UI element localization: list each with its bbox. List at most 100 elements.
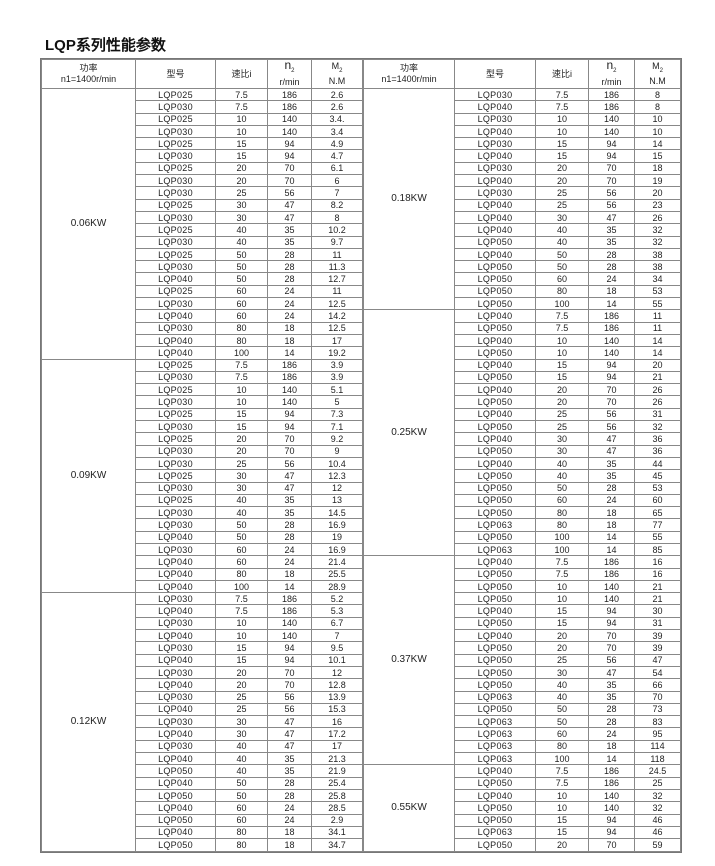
model-cell: LQP030 — [135, 124, 216, 139]
model-cell: LQP030 — [454, 112, 536, 126]
table-row: LQP040 20 70 39 — [364, 629, 681, 643]
n2-sub: 2 — [613, 67, 617, 74]
m2-cell: 24.5 — [634, 764, 681, 778]
m2-cell: 11 — [634, 321, 681, 335]
model-cell: LQP040 — [135, 530, 216, 544]
table-row: LQP030 30 47 8 — [42, 210, 363, 225]
m2-cell: 16 — [634, 567, 681, 581]
ratio-cell: 40 — [535, 690, 589, 704]
table-row: LQP050 80 18 65 — [364, 506, 681, 520]
table-row: LQP025 30 47 12.3 — [42, 469, 363, 483]
model-cell: LQP050 — [454, 579, 536, 594]
ratio-cell: 25 — [535, 653, 589, 667]
model-cell: LQP040 — [135, 567, 216, 581]
n2-cell: 47 — [267, 481, 312, 495]
performance-table: 功率 n1=1400r/min 型号 速比i n2 r/min M2 N.M 0.06… — [40, 58, 682, 853]
table-row: LQP025 40 35 10.2 — [42, 223, 363, 237]
header-m2: M2 N.M — [311, 59, 363, 89]
table-row: LQP050 10 140 21 — [364, 592, 681, 606]
ratio-cell: 10 — [535, 124, 589, 139]
n2-cell: 186 — [267, 358, 312, 372]
model-cell: LQP063 — [454, 739, 536, 754]
ratio-cell: 7.5 — [535, 764, 589, 778]
table-row: LQP050 40 35 21.9 — [42, 764, 363, 778]
model-cell: LQP030 — [135, 100, 216, 114]
table-row: LQP040 10 140 14 — [364, 333, 681, 348]
ratio-cell: 50 — [215, 260, 268, 274]
m2-cell: 8 — [634, 100, 681, 114]
table-row: LQP050 15 94 46 — [364, 813, 681, 827]
m2-cell: 8.2 — [311, 198, 363, 212]
m2-cell: 70 — [634, 690, 681, 704]
table-row: LQP040 10 140 7 — [42, 629, 363, 643]
n2-cell: 186 — [267, 100, 312, 114]
n2-cell: 186 — [588, 87, 635, 102]
ratio-cell: 30 — [215, 469, 268, 483]
model-cell: LQP050 — [454, 678, 536, 692]
model-cell: LQP040 — [135, 272, 216, 286]
table-row: LQP040 60 24 28.5 — [42, 801, 363, 815]
table-row: LQP050 10 140 32 — [364, 801, 681, 815]
ratio-cell: 100 — [215, 579, 268, 594]
model-cell: LQP040 — [454, 149, 536, 163]
model-cell: LQP040 — [454, 788, 536, 803]
ratio-cell: 20 — [535, 161, 589, 176]
ratio-cell: 20 — [215, 432, 268, 446]
ratio-cell: 80 — [215, 321, 268, 335]
model-cell: LQP050 — [454, 776, 536, 790]
n2-cell: 14 — [588, 530, 635, 544]
m2-cell: 55 — [634, 297, 681, 311]
table-row: LQP025 50 28 11 — [42, 247, 363, 262]
model-cell: LQP050 — [454, 813, 536, 827]
m2-cell: 7 — [311, 629, 363, 643]
n2-cell: 94 — [588, 604, 635, 618]
table-row: LQP050 10 140 21 — [364, 579, 681, 594]
table-row: LQP050 25 56 47 — [364, 653, 681, 667]
n2-unit: r/min — [279, 76, 300, 87]
ratio-cell: 7.5 — [535, 87, 589, 102]
m2-cell: 44 — [634, 456, 681, 471]
model-cell: LQP030 — [135, 297, 216, 311]
m2-cell: 3.9 — [311, 358, 363, 372]
m2-cell: 11 — [311, 247, 363, 262]
m2-cell: 11 — [634, 309, 681, 323]
ratio-cell: 10 — [215, 616, 268, 631]
ratio-cell: 50 — [215, 247, 268, 262]
table-row: LQP025 20 70 6.1 — [42, 161, 363, 176]
m2-cell: 66 — [634, 678, 681, 692]
ratio-cell: 7.5 — [215, 100, 268, 114]
ratio-cell: 15 — [215, 149, 268, 163]
table-row: LQP025 15 94 4.9 — [42, 137, 363, 151]
ratio-cell: 50 — [535, 247, 589, 262]
m2-cell: 17 — [311, 333, 363, 348]
table-row: LQP050 80 18 34.7 — [42, 838, 363, 852]
model-cell: LQP040 — [135, 309, 216, 323]
header-power-sub: n1=1400r/min — [381, 74, 437, 84]
ratio-cell: 60 — [535, 727, 589, 741]
model-cell: LQP025 — [135, 87, 216, 102]
m2-cell: 34.1 — [311, 825, 363, 840]
model-cell: LQP040 — [454, 407, 536, 422]
m2-cell: 12.5 — [311, 321, 363, 335]
m2-cell: 21.9 — [311, 764, 363, 778]
m2-cell: 3.4. — [311, 112, 363, 126]
n2-cell: 28 — [267, 260, 312, 274]
ratio-cell: 100 — [535, 542, 589, 557]
ratio-cell: 60 — [535, 272, 589, 286]
table-row: LQP050 50 28 53 — [364, 481, 681, 495]
m2-cell: 12.7 — [311, 272, 363, 286]
table-row: LQP040 30 47 36 — [364, 432, 681, 446]
n2-cell: 35 — [588, 223, 635, 237]
n2-cell: 94 — [267, 653, 312, 667]
n2-cell: 47 — [267, 210, 312, 225]
n2-cell: 24 — [588, 493, 635, 508]
n2-cell: 47 — [588, 444, 635, 458]
table-row: LQP040 80 18 25.5 — [42, 567, 363, 581]
m2-cell: 20 — [634, 358, 681, 372]
n2-cell: 28 — [267, 530, 312, 544]
n2-cell: 56 — [588, 407, 635, 422]
model-cell: LQP063 — [454, 727, 536, 741]
table-row: 0.37KW LQP040 7.5 186 16 — [363, 555, 681, 766]
m2-cell: 34 — [634, 272, 681, 286]
m2-cell: 12 — [311, 665, 363, 680]
